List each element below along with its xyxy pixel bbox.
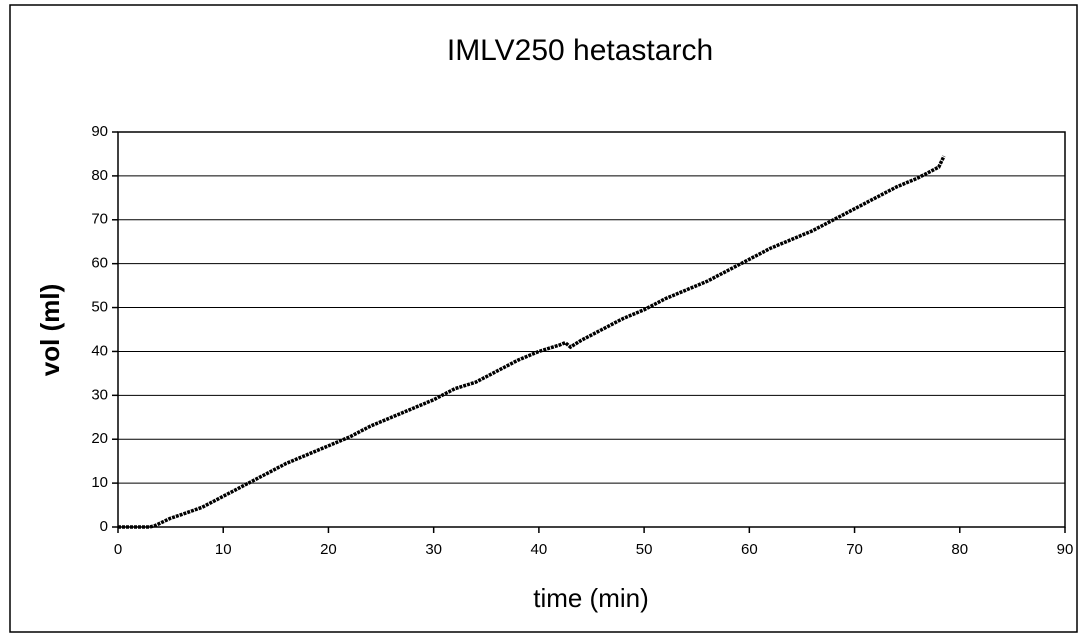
x-tick-label: 20 [320,541,337,558]
y-tick-label: 20 [91,430,108,447]
y-tick-label: 40 [91,342,108,359]
y-tick-label: 50 [91,299,108,316]
chart-title: IMLV250 hetastarch [447,34,713,67]
x-axis-label: time (min) [533,583,649,613]
x-tick-label: 0 [114,541,122,558]
plot-area [117,131,1066,528]
x-tick-label: 70 [846,541,863,558]
y-tick-label: 30 [91,386,108,403]
y-tick-label: 10 [91,474,108,491]
x-tick-label: 10 [215,541,232,558]
x-tick-label: 60 [741,541,758,558]
y-tick-label: 0 [100,518,108,535]
y-axis-label: vol (ml) [35,284,65,376]
x-tick-label: 50 [636,541,653,558]
y-tick-label: 70 [91,211,108,228]
x-tick-label: 90 [1057,541,1074,558]
x-tick-label: 30 [425,541,442,558]
y-tick-label: 80 [91,167,108,184]
y-tick-label: 90 [91,123,108,140]
y-tick-label: 60 [91,255,108,272]
x-tick-label: 40 [531,541,548,558]
x-tick-label: 80 [951,541,968,558]
